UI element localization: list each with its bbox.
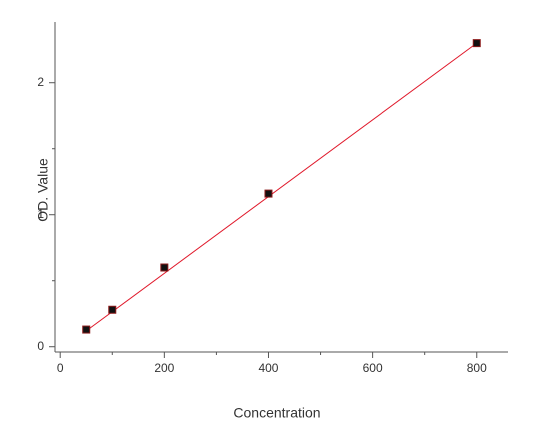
point (82, 325, 91, 334)
x-tick-label: 0 (57, 361, 64, 375)
x-tick-label: 200 (154, 361, 174, 375)
x-tick-label: 400 (258, 361, 278, 375)
point (472, 39, 481, 48)
y-tick-label: 0 (37, 339, 44, 353)
point (160, 263, 169, 272)
y-tick-label: 2 (37, 75, 44, 89)
point (264, 189, 273, 198)
x-tick-label: 800 (467, 361, 487, 375)
x-axis-label: Concentration (233, 405, 320, 421)
y-tick-label: 1 (37, 207, 44, 221)
fit-line (85, 42, 478, 332)
x-tick-label: 600 (363, 361, 383, 375)
point (108, 305, 117, 314)
y-axis-label: OD. Value (35, 158, 51, 222)
